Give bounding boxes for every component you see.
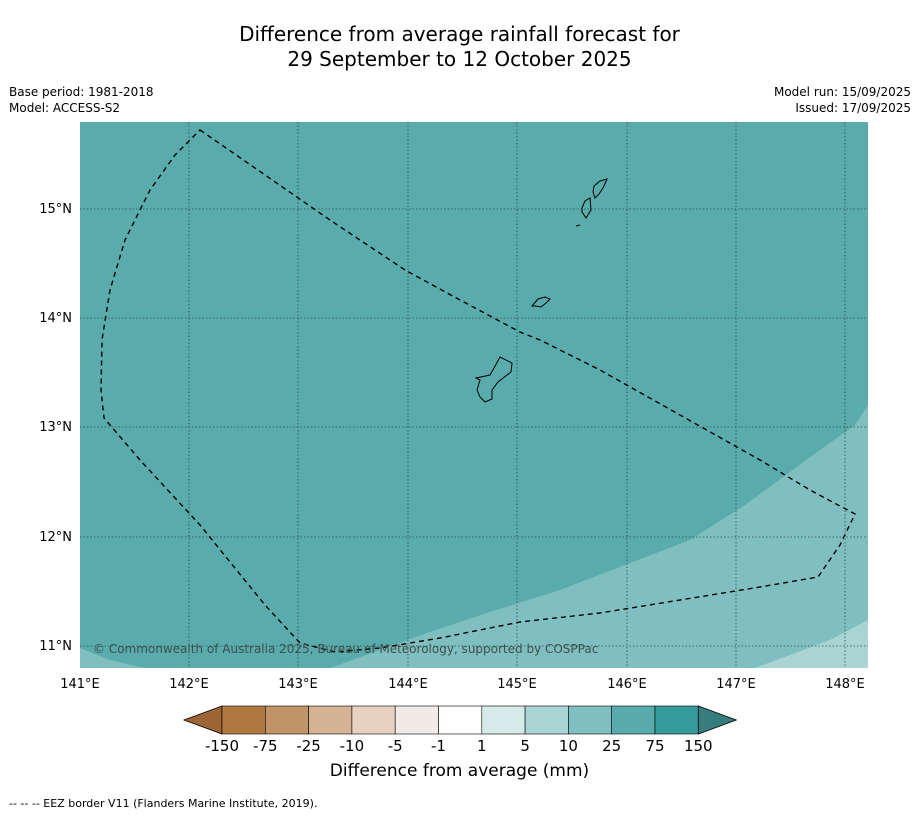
colorbar-segment <box>308 705 353 735</box>
title-line-1: Difference from average rainfall forecas… <box>239 22 680 46</box>
colorbar-extend-low <box>182 705 223 735</box>
colorbar-segment <box>654 705 699 735</box>
lon-tick-148: 148°E <box>825 677 865 692</box>
lon-tick-144: 144°E <box>388 677 428 692</box>
colorbar-tick-label: -10 <box>340 737 365 755</box>
colorbar-segment <box>221 705 266 735</box>
title-line-2: 29 September to 12 October 2025 <box>287 47 632 71</box>
colorbar-extend-high <box>697 705 738 735</box>
colorbar-tick-label: 1 <box>477 737 487 755</box>
guam-island <box>474 356 513 403</box>
colorbar: -150 -75 -25 -10 -5 -1 1 5 10 25 75 150 <box>182 705 738 755</box>
lon-tick-147: 147°E <box>716 677 756 692</box>
gridlines <box>80 122 868 668</box>
tinian-island <box>581 197 592 219</box>
eez-border <box>100 129 856 653</box>
lat-tick-15: 15°N <box>39 202 72 217</box>
colorbar-segment <box>481 705 526 735</box>
lat-tick-13: 13°N <box>39 420 72 435</box>
issued-date: Issued: 17/09/2025 <box>795 101 911 115</box>
model-run: Model run: 15/09/2025 <box>773 85 911 99</box>
colorbar-tick-label: 5 <box>520 737 530 755</box>
lat-tick-12: 12°N <box>39 530 72 545</box>
colorbar-tick-label: -1 <box>431 737 446 755</box>
colorbar-tick-label: -150 <box>205 737 239 755</box>
meta-left: Base period: 1981-2018 Model: ACCESS-S2 <box>9 84 154 116</box>
map-area: © Commonwealth of Australia 2025, Bureau… <box>80 122 868 668</box>
map-figure: © Commonwealth of Australia 2025, Bureau… <box>39 122 868 755</box>
lon-tick-142: 142°E <box>169 677 209 692</box>
colorbar-segment <box>394 705 439 735</box>
chart-title: Difference from average rainfall forecas… <box>0 22 919 72</box>
lon-tick-143: 143°E <box>278 677 318 692</box>
lat-tick-11: 11°N <box>39 639 72 654</box>
colorbar-segment <box>438 705 483 735</box>
longitude-ticks: 141°E 142°E 143°E 144°E 145°E 146°E 147°… <box>60 677 865 692</box>
colorbar-tick-label: 75 <box>645 737 664 755</box>
model-name: Model: ACCESS-S2 <box>9 101 121 115</box>
colorbar-tick-label: 10 <box>559 737 578 755</box>
copyright-text: © Commonwealth of Australia 2025, Bureau… <box>93 642 598 656</box>
colorbar-segment <box>351 705 396 735</box>
lon-tick-141: 141°E <box>60 677 100 692</box>
footnote: -- -- -- EEZ border V11 (Flanders Marine… <box>9 797 318 810</box>
rainfall-class-5-10 <box>755 620 868 668</box>
rainfall-class-10-25-southwest <box>80 648 145 668</box>
latitude-ticks: 15°N 14°N 13°N 12°N 11°N <box>39 202 72 654</box>
lon-tick-145: 145°E <box>497 677 537 692</box>
colorbar-tick-label: -75 <box>253 737 278 755</box>
meta-right: Model run: 15/09/2025 Issued: 17/09/2025 <box>774 84 911 116</box>
rainfall-class-10-25 <box>330 405 868 668</box>
saipan-island <box>592 178 608 199</box>
colorbar-tick-label: 150 <box>684 737 713 755</box>
colorbar-segment <box>611 705 656 735</box>
rota-island <box>530 296 551 308</box>
colorbar-segment <box>264 705 309 735</box>
colorbar-tick-label: -25 <box>296 737 321 755</box>
colorbar-title: Difference from average (mm) <box>329 761 590 781</box>
colorbar-segment <box>568 705 613 735</box>
colorbar-tick-label: 25 <box>602 737 621 755</box>
lon-tick-146: 146°E <box>607 677 647 692</box>
lat-tick-14: 14°N <box>39 311 72 326</box>
aguijan-island <box>575 224 581 227</box>
base-period: Base period: 1981-2018 <box>9 85 154 99</box>
colorbar-tick-label: -5 <box>388 737 403 755</box>
colorbar-segment <box>524 705 569 735</box>
islands <box>474 178 608 403</box>
